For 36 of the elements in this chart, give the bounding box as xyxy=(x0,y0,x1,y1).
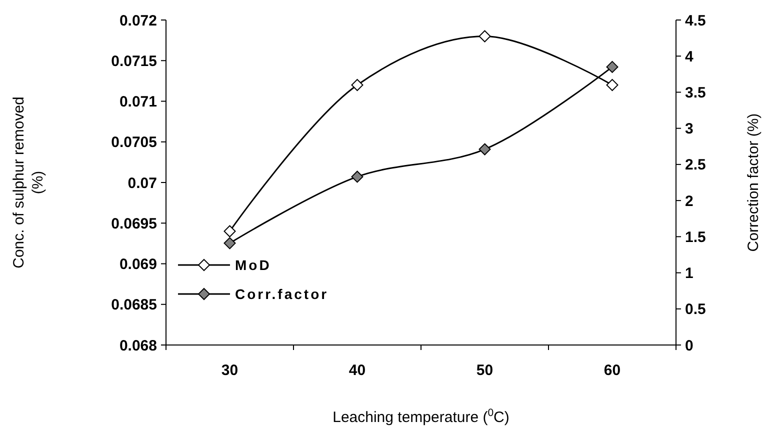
y2-axis-title: Correction factor (%) xyxy=(745,113,762,252)
y2-tick-label: 1 xyxy=(685,265,694,282)
x-axis-title: Leaching temperature ($^{0}$C) xyxy=(332,407,510,426)
y-tick-label: 0.0715 xyxy=(111,52,157,70)
y-tick-label: 0.071 xyxy=(119,94,157,110)
y-tick-label: 0.069 xyxy=(119,256,157,273)
x-tick-label: 40 xyxy=(348,362,366,379)
x-tick-label: 50 xyxy=(476,362,494,379)
point xyxy=(478,30,491,42)
y2-tick-label: 4 xyxy=(685,48,694,66)
point xyxy=(606,79,618,91)
y-axis-title: Conc. of sulphur removed (%) xyxy=(10,96,46,268)
y2-tick-label: 1.5 xyxy=(685,228,706,246)
y-tick-label: 0.068 xyxy=(119,337,157,354)
y2-tick-label: 3 xyxy=(685,120,694,138)
point xyxy=(351,170,364,183)
y2-tick-label: 3.5 xyxy=(685,84,706,102)
y-tick-label: 0.072 xyxy=(119,12,157,30)
point xyxy=(478,143,491,156)
y2-tick-label: 0 xyxy=(685,337,694,354)
point xyxy=(224,237,236,250)
point xyxy=(351,79,364,91)
y-tick-label: 0.0685 xyxy=(111,296,157,314)
legend-label: MoD xyxy=(235,256,272,273)
y2-tick-label: 4.5 xyxy=(685,12,706,30)
y-tick-label: 0.07 xyxy=(128,174,157,192)
y-tick-label: 0.0705 xyxy=(111,134,157,152)
x-tick-label: 60 xyxy=(604,362,621,379)
y-tick-label: 0.0695 xyxy=(111,215,157,232)
point xyxy=(224,225,236,238)
y2-tick-label: 0.5 xyxy=(685,301,706,318)
legend-label: Corr.factor xyxy=(235,286,329,302)
point xyxy=(606,60,618,73)
x-tick-label: 30 xyxy=(221,362,238,379)
y2-tick-label: 2 xyxy=(685,192,694,210)
y2-tick-label: 2.5 xyxy=(685,156,706,174)
